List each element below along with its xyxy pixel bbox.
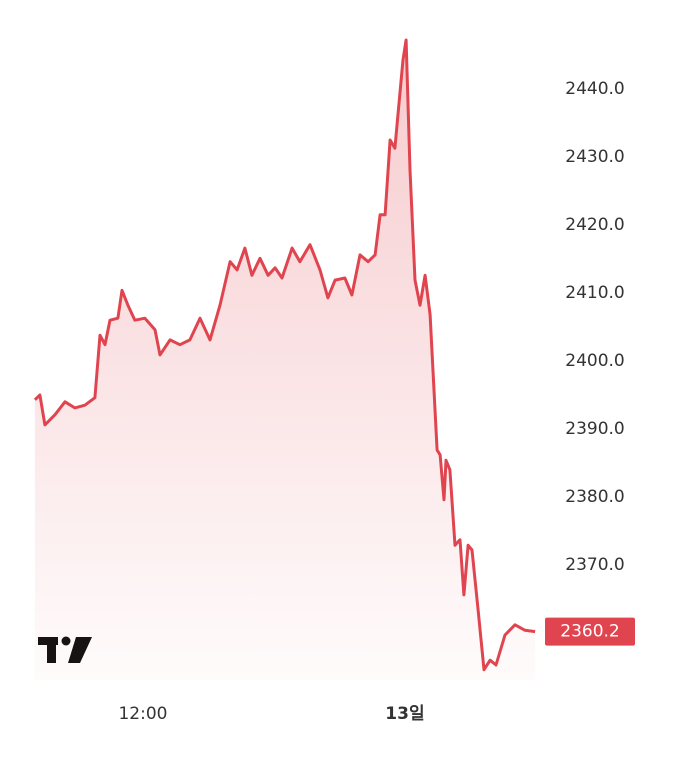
last-price-box [545,617,635,646]
x-tick-label: 12:00 [118,704,167,724]
area-fill [34,40,536,681]
price-line [33,38,536,672]
y-tick-label: 2430.0 [565,147,624,167]
y-tick-label: 2370.0 [565,555,624,575]
y-tick-label: 2440.0 [565,79,624,99]
x-tick-label: 13일 [385,704,424,724]
last-price-label: 2360.2 [560,622,619,642]
y-tick-label: 2420.0 [565,215,624,235]
y-tick-label: 2410.0 [565,283,624,303]
y-tick-label: 2390.0 [565,419,624,439]
y-tick-label: 2400.0 [565,351,624,371]
y-tick-label: 2380.0 [565,487,624,507]
